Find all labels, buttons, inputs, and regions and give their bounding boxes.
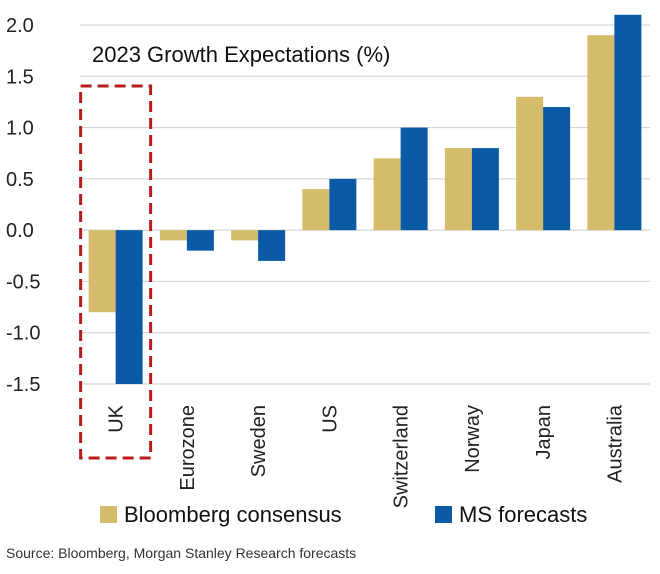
uk-highlight-box xyxy=(79,84,153,460)
y-tick-label: 0.5 xyxy=(6,169,34,191)
legend-label-bloomberg: Bloomberg consensus xyxy=(124,502,342,527)
bar-uk-ms xyxy=(115,230,143,384)
y-tick-label: -1.5 xyxy=(6,374,40,396)
legend-label-ms: MS forecasts xyxy=(459,502,587,527)
x-axis-labels: UK Eurozone Sweden US Switzerland Norway Japan… xyxy=(106,404,627,508)
y-axis-ticks: 2.0 1.5 1.0 0.5 0.0 -0.5 -1.0 -1.5 xyxy=(6,15,40,396)
legend-swatch-bloomberg xyxy=(100,506,117,523)
y-tick-label: 2.0 xyxy=(6,15,34,37)
bar-sweden-ms xyxy=(258,230,286,261)
x-label-uk: UK xyxy=(106,404,128,432)
legend-swatch-ms xyxy=(435,506,452,523)
y-tick-label: 0.0 xyxy=(6,220,34,242)
x-label-japan: Japan xyxy=(533,405,555,460)
bar-us-bloomberg xyxy=(302,189,330,231)
bar-australia-bloomberg xyxy=(587,35,615,231)
y-tick-label: 1.0 xyxy=(6,118,34,140)
x-label-us: US xyxy=(319,405,341,433)
bar-us-ms xyxy=(329,178,357,231)
y-tick-label: 1.5 xyxy=(6,66,34,88)
bar-japan-ms xyxy=(543,107,571,231)
bar-eurozone-ms xyxy=(186,230,214,251)
y-tick-label: -1.0 xyxy=(6,323,40,345)
bar-switzerland-ms xyxy=(400,127,428,231)
x-label-eurozone: Eurozone xyxy=(177,405,199,491)
bar-sweden-bloomberg xyxy=(231,230,259,241)
chart-title: 2023 Growth Expectations (%) xyxy=(92,42,390,67)
bar-switzerland-bloomberg xyxy=(373,158,401,231)
x-label-australia: Australia xyxy=(604,404,626,483)
bar-uk-bloomberg xyxy=(88,230,116,313)
bar-japan-bloomberg xyxy=(516,96,544,231)
bar-norway-bloomberg xyxy=(444,148,472,231)
source-note: Source: Bloomberg, Morgan Stanley Resear… xyxy=(6,545,357,561)
bars xyxy=(88,14,642,384)
x-label-sweden: Sweden xyxy=(248,405,270,477)
x-label-switzerland: Switzerland xyxy=(391,405,413,508)
y-tick-label: -0.5 xyxy=(6,271,40,293)
bar-australia-ms xyxy=(614,14,642,231)
legend: Bloomberg consensus MS forecasts xyxy=(100,502,587,527)
bar-eurozone-bloomberg xyxy=(159,230,187,241)
bar-norway-ms xyxy=(471,148,499,231)
x-label-norway: Norway xyxy=(462,405,484,473)
